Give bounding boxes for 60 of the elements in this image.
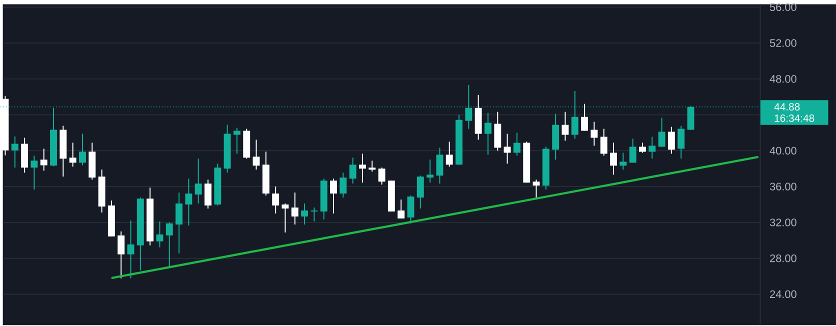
y-tick-label: 24.00 [770,290,796,298]
candlestick [21,137,28,174]
candlestick [185,178,192,226]
candlestick [494,112,502,152]
candlestick [194,158,202,204]
candlestick [407,195,414,224]
y-tick-label: 52.00 [770,39,796,48]
y-tick-label: 48.00 [770,75,796,83]
candlestick [252,139,260,170]
candlestick [30,155,38,190]
candlestick [513,132,520,156]
candlestick [590,121,598,146]
text: 16:34:48 [774,114,814,122]
candlestick [581,104,588,132]
candlestick [648,136,656,160]
candlestick [678,126,685,160]
y-tick-label: 40.00 [770,147,796,155]
candlestick [272,186,280,214]
y-tick-label: 36.00 [770,182,796,191]
candlestick [166,222,173,267]
candlestick [69,142,76,168]
candlestick [330,178,337,214]
candlestick [282,203,289,234]
candlestick [426,159,434,184]
candlestick [40,148,48,172]
ref-line-label: 44.88 [774,103,800,111]
candlestick [532,179,540,200]
candlestick [340,172,347,198]
candlestick [610,142,617,176]
candlestick [359,153,366,184]
candlestick [668,126,675,154]
candlestick [233,127,240,154]
y-tick-label: 28.00 [770,254,796,262]
candlestick [176,192,183,254]
candlestick [291,192,298,226]
candlestick [600,128,608,156]
candlestick [658,118,666,148]
candlestick [504,134,511,164]
candlestick [629,138,636,164]
y-tick-label: 32.00 [770,218,796,226]
candlestick [378,167,386,186]
candlestick [310,207,318,222]
candlestick [562,112,569,142]
candlestick [11,136,18,168]
candlestick [368,160,376,172]
candlestick [638,142,646,154]
candlestick [398,199,405,220]
candlestick [301,203,308,226]
candlestick [436,147,444,184]
candlestick [446,141,453,168]
candlestick [484,112,492,156]
candlestick [156,221,164,248]
candlestick [416,175,424,210]
candlestick [349,157,356,184]
candlestick [79,133,86,166]
candlestick [118,231,125,279]
candlestick [620,152,627,170]
candlestick [204,179,212,210]
y-tick-label: 56.00 [770,4,796,12]
candlestick [127,220,134,279]
